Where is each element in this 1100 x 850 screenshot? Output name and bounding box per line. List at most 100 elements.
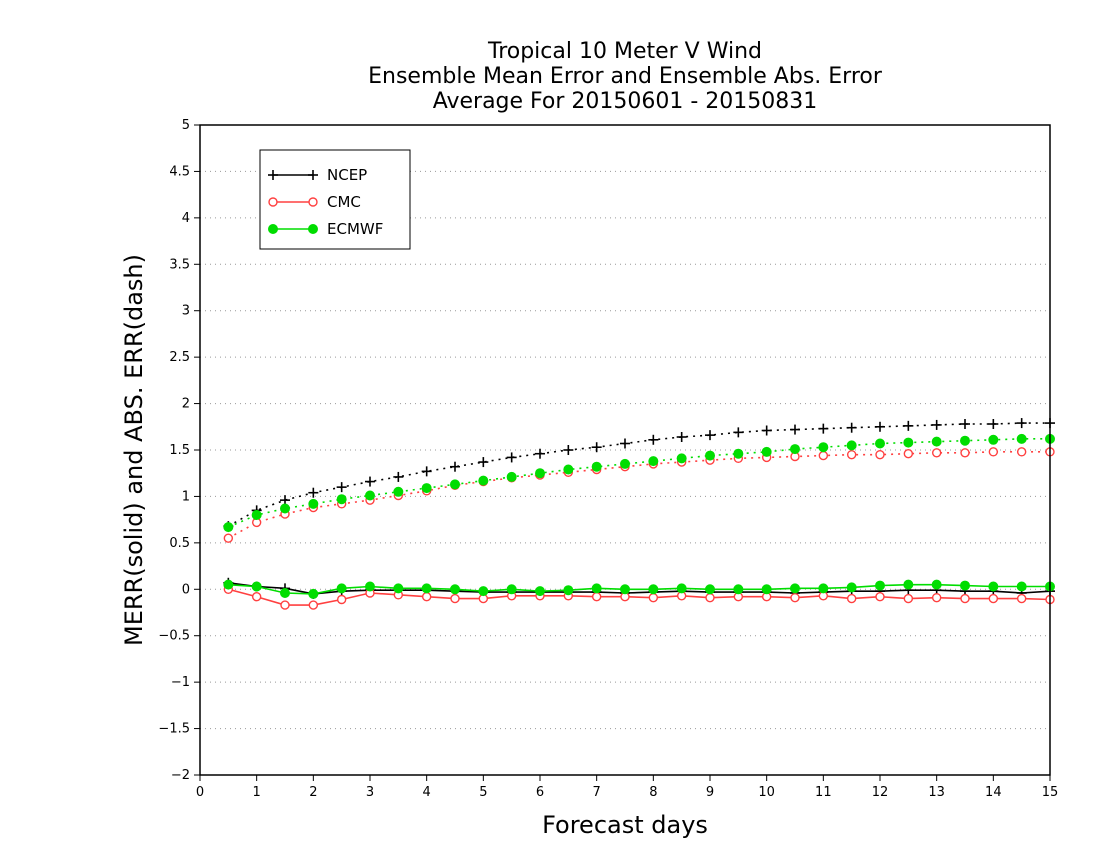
ncep-abs-error-point <box>846 422 857 433</box>
cmc-abs-error-point <box>903 449 914 459</box>
ecmwf-merr-point <box>676 583 687 594</box>
ecmwf-merr-point <box>563 585 574 596</box>
cmc-abs-error-point <box>931 448 942 458</box>
ecmwf-merr-point <box>336 583 347 594</box>
x-axis-title: Forecast days <box>542 811 708 839</box>
cmc-merr-point <box>875 592 885 602</box>
ecmwf-merr-point <box>846 582 857 593</box>
x-tick-label: 7 <box>593 785 601 800</box>
legend-item-ecmwf: ECMWF <box>268 220 383 238</box>
y-tick-label: 1.5 <box>169 443 190 458</box>
x-tick-label: 3 <box>366 785 374 800</box>
legend-item-ncep: NCEP <box>268 166 367 184</box>
chart-title-line-3: Average For 20150601 - 20150831 <box>433 89 818 114</box>
legend-marker <box>308 224 318 234</box>
y-tick-label: 3.5 <box>169 257 190 272</box>
ecmwf-merr-point <box>393 583 404 594</box>
ecmwf-abs-error-line <box>228 438 1050 528</box>
ncep-abs-error-point <box>676 432 687 442</box>
ecmwf-abs-error-point <box>280 503 290 514</box>
series-ncep <box>223 418 1055 599</box>
ncep-abs-error-point <box>563 445 574 455</box>
ecmwf-abs-error-point <box>676 453 687 464</box>
y-axis-title: MERR(solid) and ABS. ERR(dash) <box>120 254 148 646</box>
ecmwf-merr-point <box>875 580 885 591</box>
legend-label: CMC <box>327 193 361 211</box>
ncep-abs-error-point <box>535 448 545 459</box>
cmc-merr-point <box>988 593 999 604</box>
y-tick-label: 2.5 <box>169 350 190 365</box>
ecmwf-merr-point <box>478 586 489 597</box>
ecmwf-abs-error-point <box>365 490 375 501</box>
ncep-abs-error-point <box>960 419 970 429</box>
ecmwf-merr-point <box>705 584 715 595</box>
ecmwf-merr-point <box>620 584 630 595</box>
ecmwf-abs-error-point <box>846 440 857 451</box>
x-tick-label: 5 <box>479 785 487 800</box>
ecmwf-abs-error-point <box>875 438 885 449</box>
ncep-abs-error-point <box>1016 418 1027 429</box>
ecmwf-abs-error-point <box>733 448 744 459</box>
ecmwf-abs-error-point <box>620 458 630 469</box>
x-tick-label: 1 <box>253 785 261 800</box>
cmc-merr-point <box>280 600 290 610</box>
ecmwf-abs-error-point <box>478 475 489 486</box>
ecmwf-merr-point <box>931 579 942 590</box>
ecmwf-merr-point <box>988 581 999 592</box>
x-tick-label: 15 <box>1042 785 1059 800</box>
ecmwf-merr-point <box>790 583 800 594</box>
ecmwf-merr-point <box>535 586 545 597</box>
x-tick-label: 9 <box>706 785 714 800</box>
ncep-abs-error-point <box>761 425 772 436</box>
ecmwf-merr-point <box>648 584 659 595</box>
cmc-merr-point <box>846 593 857 604</box>
cmc-abs-error-point <box>818 450 829 461</box>
x-tick-label: 14 <box>985 785 1002 800</box>
legend-label: NCEP <box>327 166 367 184</box>
ncep-abs-error-line <box>227 422 1050 527</box>
x-tick-label: 11 <box>815 785 832 800</box>
ecmwf-abs-error-point <box>1016 433 1027 444</box>
ncep-abs-error-point <box>478 457 489 468</box>
ecmwf-merr-point <box>251 581 262 592</box>
y-tick-label: 1 <box>182 489 190 504</box>
ecmwf-abs-error-point <box>988 434 999 445</box>
y-tick-label: −0.5 <box>158 629 190 644</box>
ncep-abs-error-point <box>988 419 999 429</box>
legend-marker <box>268 170 278 180</box>
chart-title-line-2: Ensemble Mean Error and Ensemble Abs. Er… <box>368 64 883 89</box>
cmc-merr-point <box>931 592 942 603</box>
plot-series <box>223 418 1055 610</box>
ncep-abs-error-point <box>818 423 829 434</box>
ecmwf-merr-point <box>960 580 970 591</box>
ecmwf-abs-error-point <box>450 479 460 490</box>
ncep-abs-error-point <box>705 430 715 441</box>
ecmwf-abs-error-point <box>931 436 942 447</box>
ncep-abs-error-point <box>336 482 347 493</box>
x-tick-label: 0 <box>196 785 204 800</box>
cmc-merr-line <box>228 588 1051 606</box>
cmc-merr-point <box>1016 593 1027 604</box>
cmc-abs-error-point <box>960 448 970 458</box>
legend-label: ECMWF <box>327 220 383 238</box>
grid-lines <box>200 170 1050 730</box>
ecmwf-merr-point <box>223 579 234 590</box>
ecmwf-merr-point <box>308 588 319 599</box>
ncep-abs-error-point <box>620 438 630 449</box>
chart-title-line-1: Tropical 10 Meter V Wind <box>487 39 762 64</box>
ecmwf-abs-error-point <box>336 494 347 505</box>
legend-item-cmc: CMC <box>268 193 361 211</box>
ecmwf-abs-error-point <box>903 437 914 448</box>
ecmwf-abs-error-point <box>421 483 432 494</box>
legend-marker <box>268 197 278 207</box>
cmc-merr-point <box>251 592 262 602</box>
cmc-abs-error-point <box>846 449 857 460</box>
ncep-abs-error-point <box>903 420 914 431</box>
cmc-abs-error-point <box>988 447 999 457</box>
legend-marker <box>268 224 278 234</box>
cmc-merr-point <box>308 600 319 610</box>
ncep-abs-error-point <box>648 434 659 445</box>
legend-box <box>259 149 411 250</box>
x-axis: 0 1 2 3 4 5 6 7 8 9 10 11 12 13 14 15 <box>196 775 1058 800</box>
